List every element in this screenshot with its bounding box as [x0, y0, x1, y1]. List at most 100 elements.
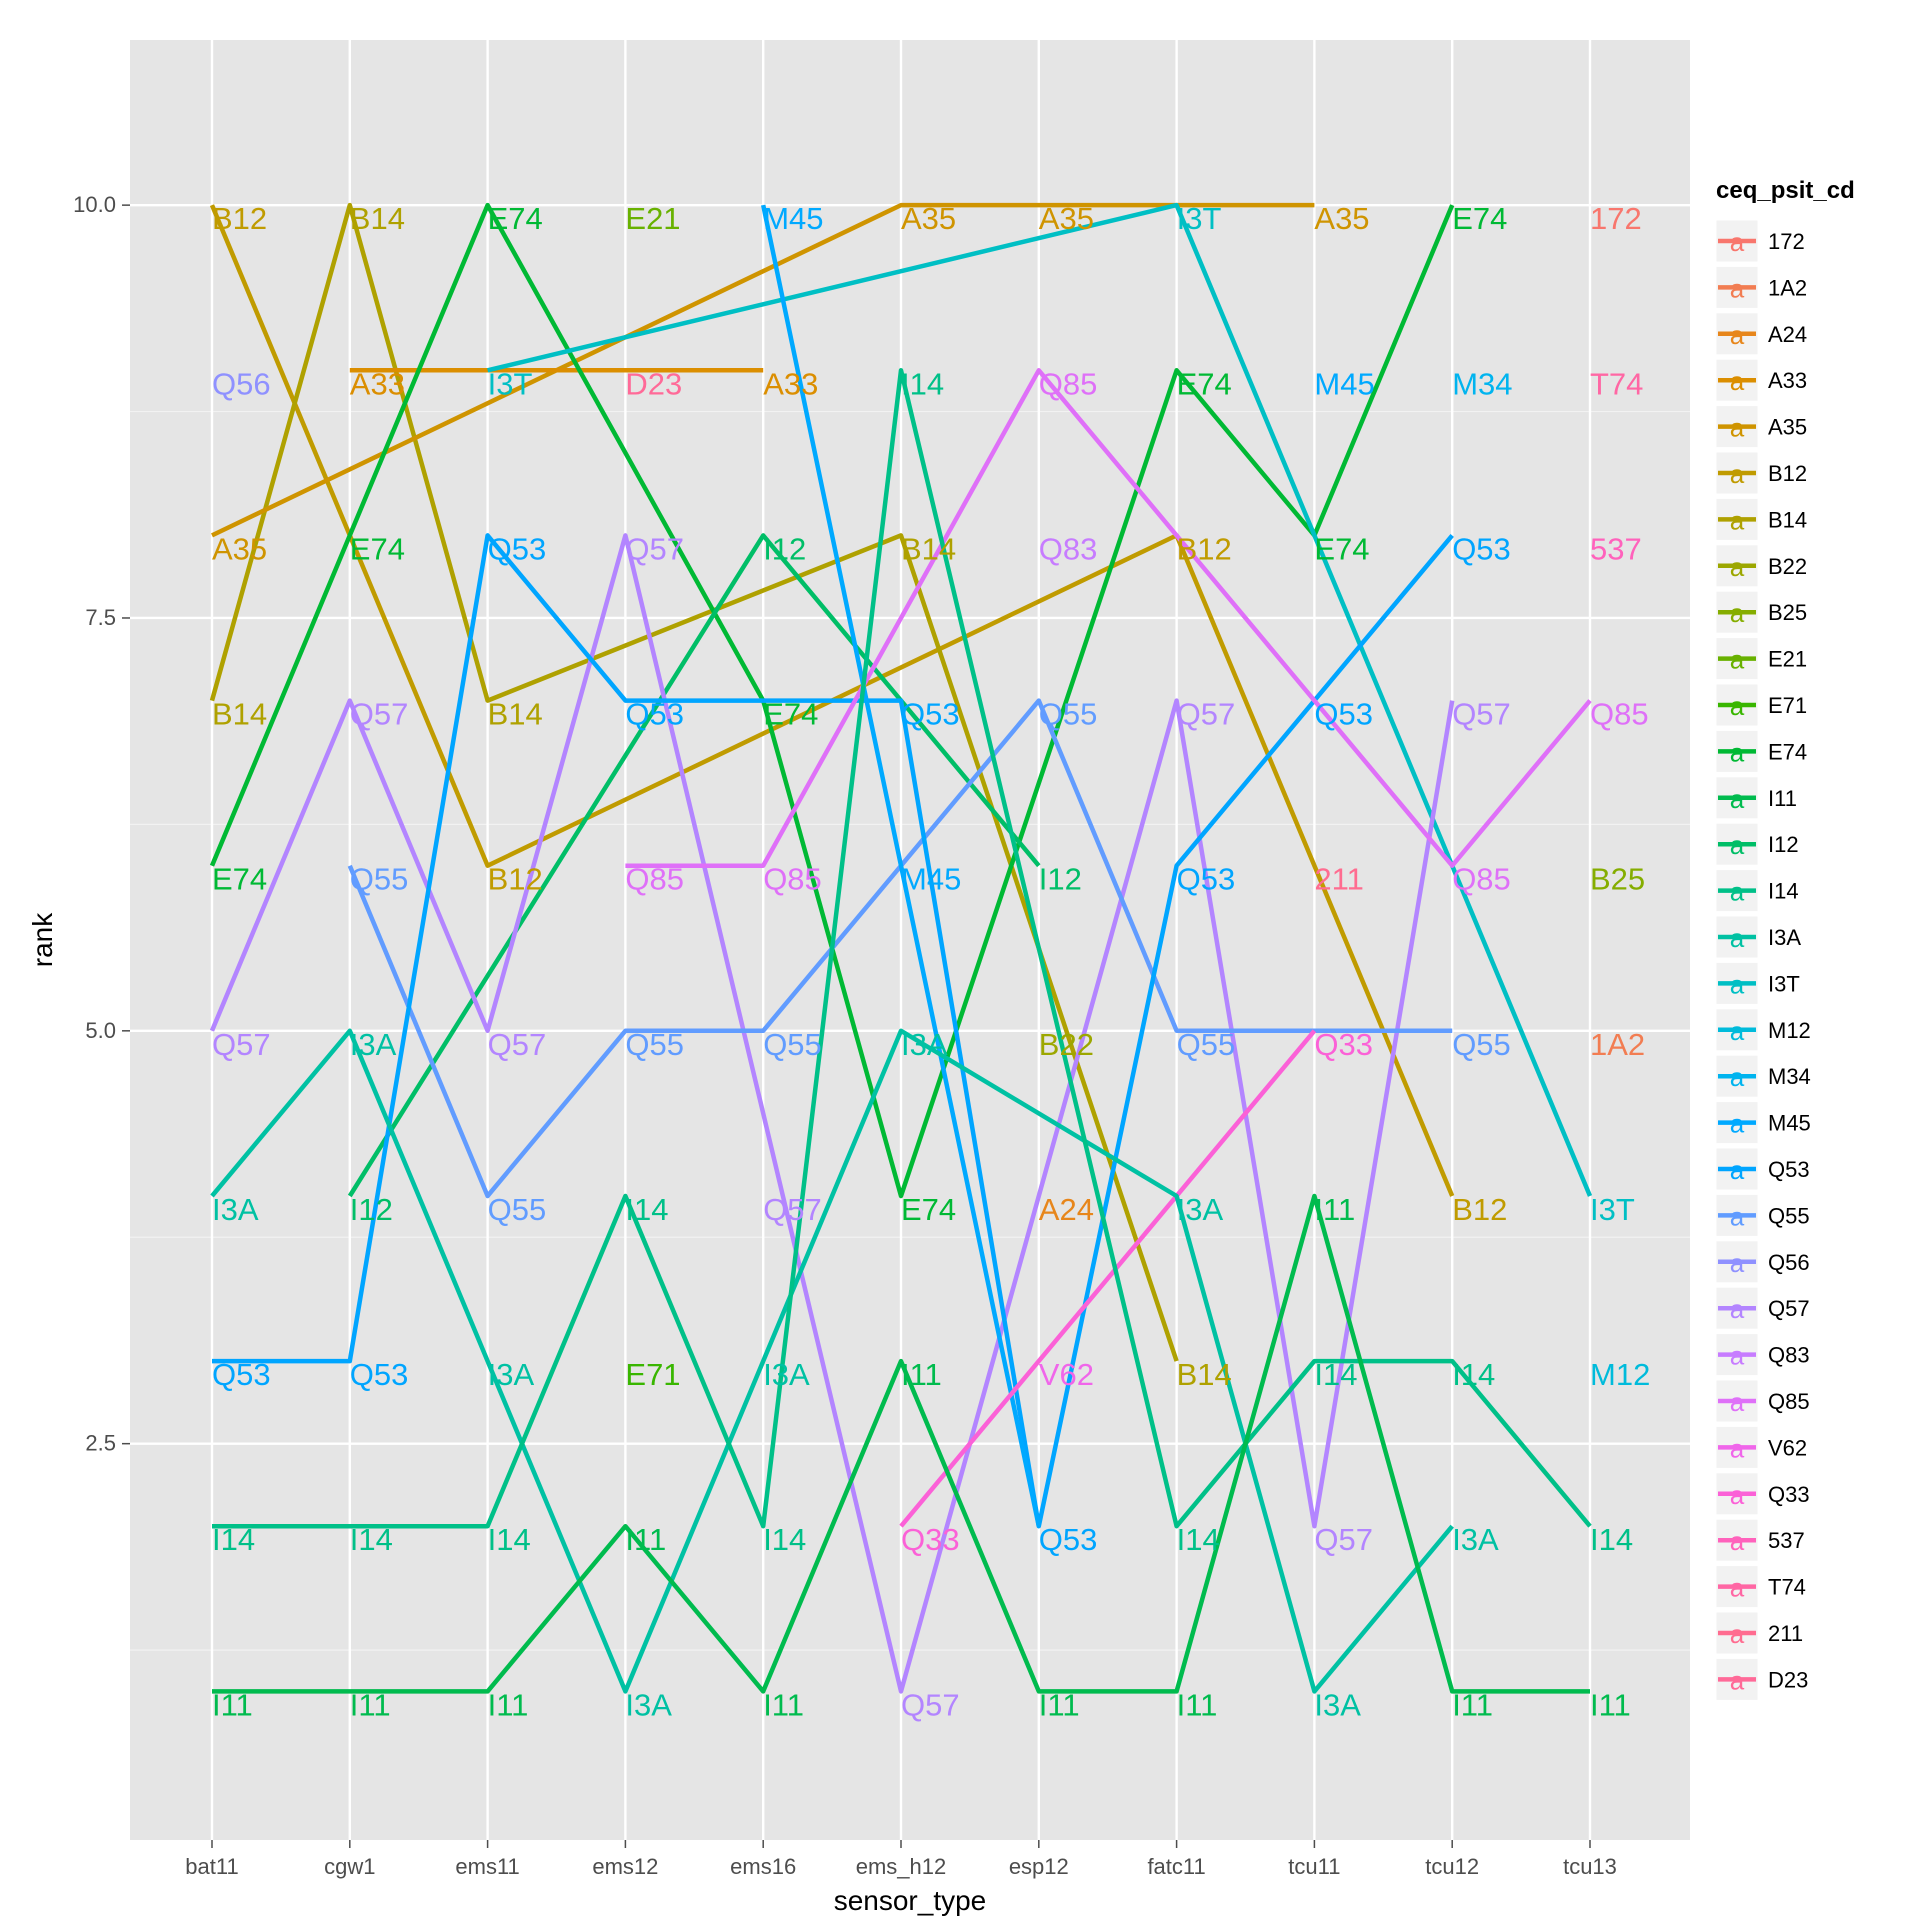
- y-tick-label: 2.5: [85, 1431, 116, 1456]
- legend-key-symbol: a: [1730, 1248, 1745, 1278]
- legend-key-symbol: a: [1730, 784, 1745, 814]
- point-label: B14: [350, 201, 405, 236]
- point-label: Q55: [763, 1027, 822, 1062]
- legend-item-T74: a T74: [1715, 1565, 1806, 1609]
- legend-key-symbol: a: [1730, 830, 1745, 860]
- x-tick-label: tcu12: [1425, 1854, 1479, 1879]
- point-label: I12: [763, 531, 806, 566]
- legend-key-symbol: a: [1730, 645, 1745, 675]
- legend-key-symbol: a: [1730, 1201, 1745, 1231]
- legend-label: T74: [1768, 1575, 1806, 1600]
- legend-item-Q85: a Q85: [1715, 1379, 1810, 1423]
- point-label: T74: [1590, 366, 1643, 401]
- series-line-Q53: [212, 533, 1454, 1529]
- point-label: I14: [763, 1522, 806, 1557]
- point-label: Q55: [625, 1027, 684, 1062]
- legend-key-symbol: a: [1730, 273, 1745, 303]
- point-label: E74: [1452, 201, 1507, 236]
- legend-label: Q53: [1768, 1157, 1810, 1182]
- legend-key-symbol: a: [1730, 1109, 1745, 1139]
- series-line-I12: [347, 533, 1041, 1198]
- point-label: 172: [1590, 201, 1642, 236]
- legend-key-symbol: a: [1730, 1665, 1745, 1695]
- legend-item-I14: a I14: [1715, 869, 1799, 913]
- point-label: A35: [901, 201, 956, 236]
- legend-key-symbol: a: [1730, 1480, 1745, 1510]
- point-label: Q85: [1590, 697, 1649, 732]
- legend-label: 172: [1768, 229, 1805, 254]
- legend-key-symbol: a: [1730, 598, 1745, 628]
- legend-item-D23: a D23: [1715, 1657, 1808, 1701]
- point-label: I11: [625, 1522, 666, 1557]
- point-label: A33: [763, 366, 818, 401]
- point-label: Q55: [1039, 697, 1098, 732]
- point-label: B14: [1177, 1357, 1232, 1392]
- x-tick-label: fatc11: [1147, 1854, 1205, 1879]
- point-label: Q53: [1039, 1522, 1098, 1557]
- point-label: I11: [901, 1357, 942, 1392]
- legend-title: ceq_psit_cd: [1716, 177, 1855, 204]
- point-label: Q53: [1177, 862, 1236, 897]
- point-label: I3A: [1314, 1687, 1361, 1722]
- legend-label: A24: [1768, 322, 1807, 347]
- legend-label: B25: [1768, 600, 1807, 625]
- point-label: Q57: [901, 1687, 960, 1722]
- point-label: Q57: [1177, 697, 1236, 732]
- x-tick-label: ems12: [592, 1854, 658, 1879]
- legend-item-B22: a B22: [1715, 544, 1807, 588]
- legend-item-A35: a A35: [1715, 405, 1807, 449]
- legend-label: E71: [1768, 693, 1807, 718]
- point-label: M45: [901, 862, 961, 897]
- series-line-I3A: [210, 1028, 1454, 1694]
- legend-key-symbol: a: [1730, 505, 1745, 535]
- legend-item-I12: a I12: [1715, 822, 1799, 866]
- point-label: A35: [1039, 201, 1094, 236]
- legend-item-E74: a E74: [1715, 729, 1807, 773]
- point-label: B22: [1039, 1027, 1094, 1062]
- point-label: B14: [488, 697, 543, 732]
- point-label: Q85: [625, 862, 684, 897]
- legend-key-symbol: a: [1730, 1016, 1745, 1046]
- legend-label: A33: [1768, 368, 1807, 393]
- legend-key-symbol: a: [1730, 1062, 1745, 1092]
- legend-label: Q33: [1768, 1482, 1810, 1507]
- point-label: E21: [625, 201, 680, 236]
- point-label: A24: [1039, 1192, 1094, 1227]
- point-label: B12: [212, 201, 267, 236]
- point-label: Q53: [212, 1357, 271, 1392]
- point-label: Q56: [212, 366, 271, 401]
- legend-item-Q83: a Q83: [1715, 1333, 1810, 1377]
- legend-label: M45: [1768, 1111, 1811, 1136]
- series-lines: [209, 202, 1593, 1694]
- point-label: I3A: [488, 1357, 535, 1392]
- legend-item-B25: a B25: [1715, 590, 1807, 634]
- legend-key-symbol: a: [1730, 1573, 1745, 1603]
- point-label: Q53: [1314, 697, 1373, 732]
- legend-key-symbol: a: [1730, 413, 1745, 443]
- legend-item-Q57: a Q57: [1715, 1286, 1810, 1330]
- point-label: I14: [350, 1522, 393, 1557]
- point-label: I12: [350, 1192, 393, 1227]
- point-label: I3A: [901, 1027, 948, 1062]
- y-axis-title: rank: [27, 912, 58, 967]
- x-tick-label: ems16: [730, 1854, 796, 1879]
- point-label: I3A: [1452, 1522, 1499, 1557]
- point-label: I3A: [350, 1027, 397, 1062]
- point-label: V62: [1039, 1357, 1094, 1392]
- point-label: B14: [212, 697, 267, 732]
- legend-key-symbol: a: [1730, 552, 1745, 582]
- legend-item-V62: a V62: [1715, 1425, 1807, 1469]
- legend-key-symbol: a: [1730, 737, 1745, 767]
- point-label: E74: [1314, 531, 1369, 566]
- point-label: B25: [1590, 862, 1645, 897]
- point-label: M45: [763, 201, 823, 236]
- legend-item-I3A: a I3A: [1715, 915, 1801, 959]
- legend-item-Q33: a Q33: [1715, 1472, 1810, 1516]
- point-label: Q53: [625, 697, 684, 732]
- y-tick-label: 5.0: [85, 1018, 116, 1043]
- point-label: I3T: [1590, 1192, 1635, 1227]
- legend-key-symbol: a: [1730, 1433, 1745, 1463]
- legend-item-172: a 172: [1715, 219, 1805, 263]
- y-tick-label: 10.0: [73, 192, 116, 217]
